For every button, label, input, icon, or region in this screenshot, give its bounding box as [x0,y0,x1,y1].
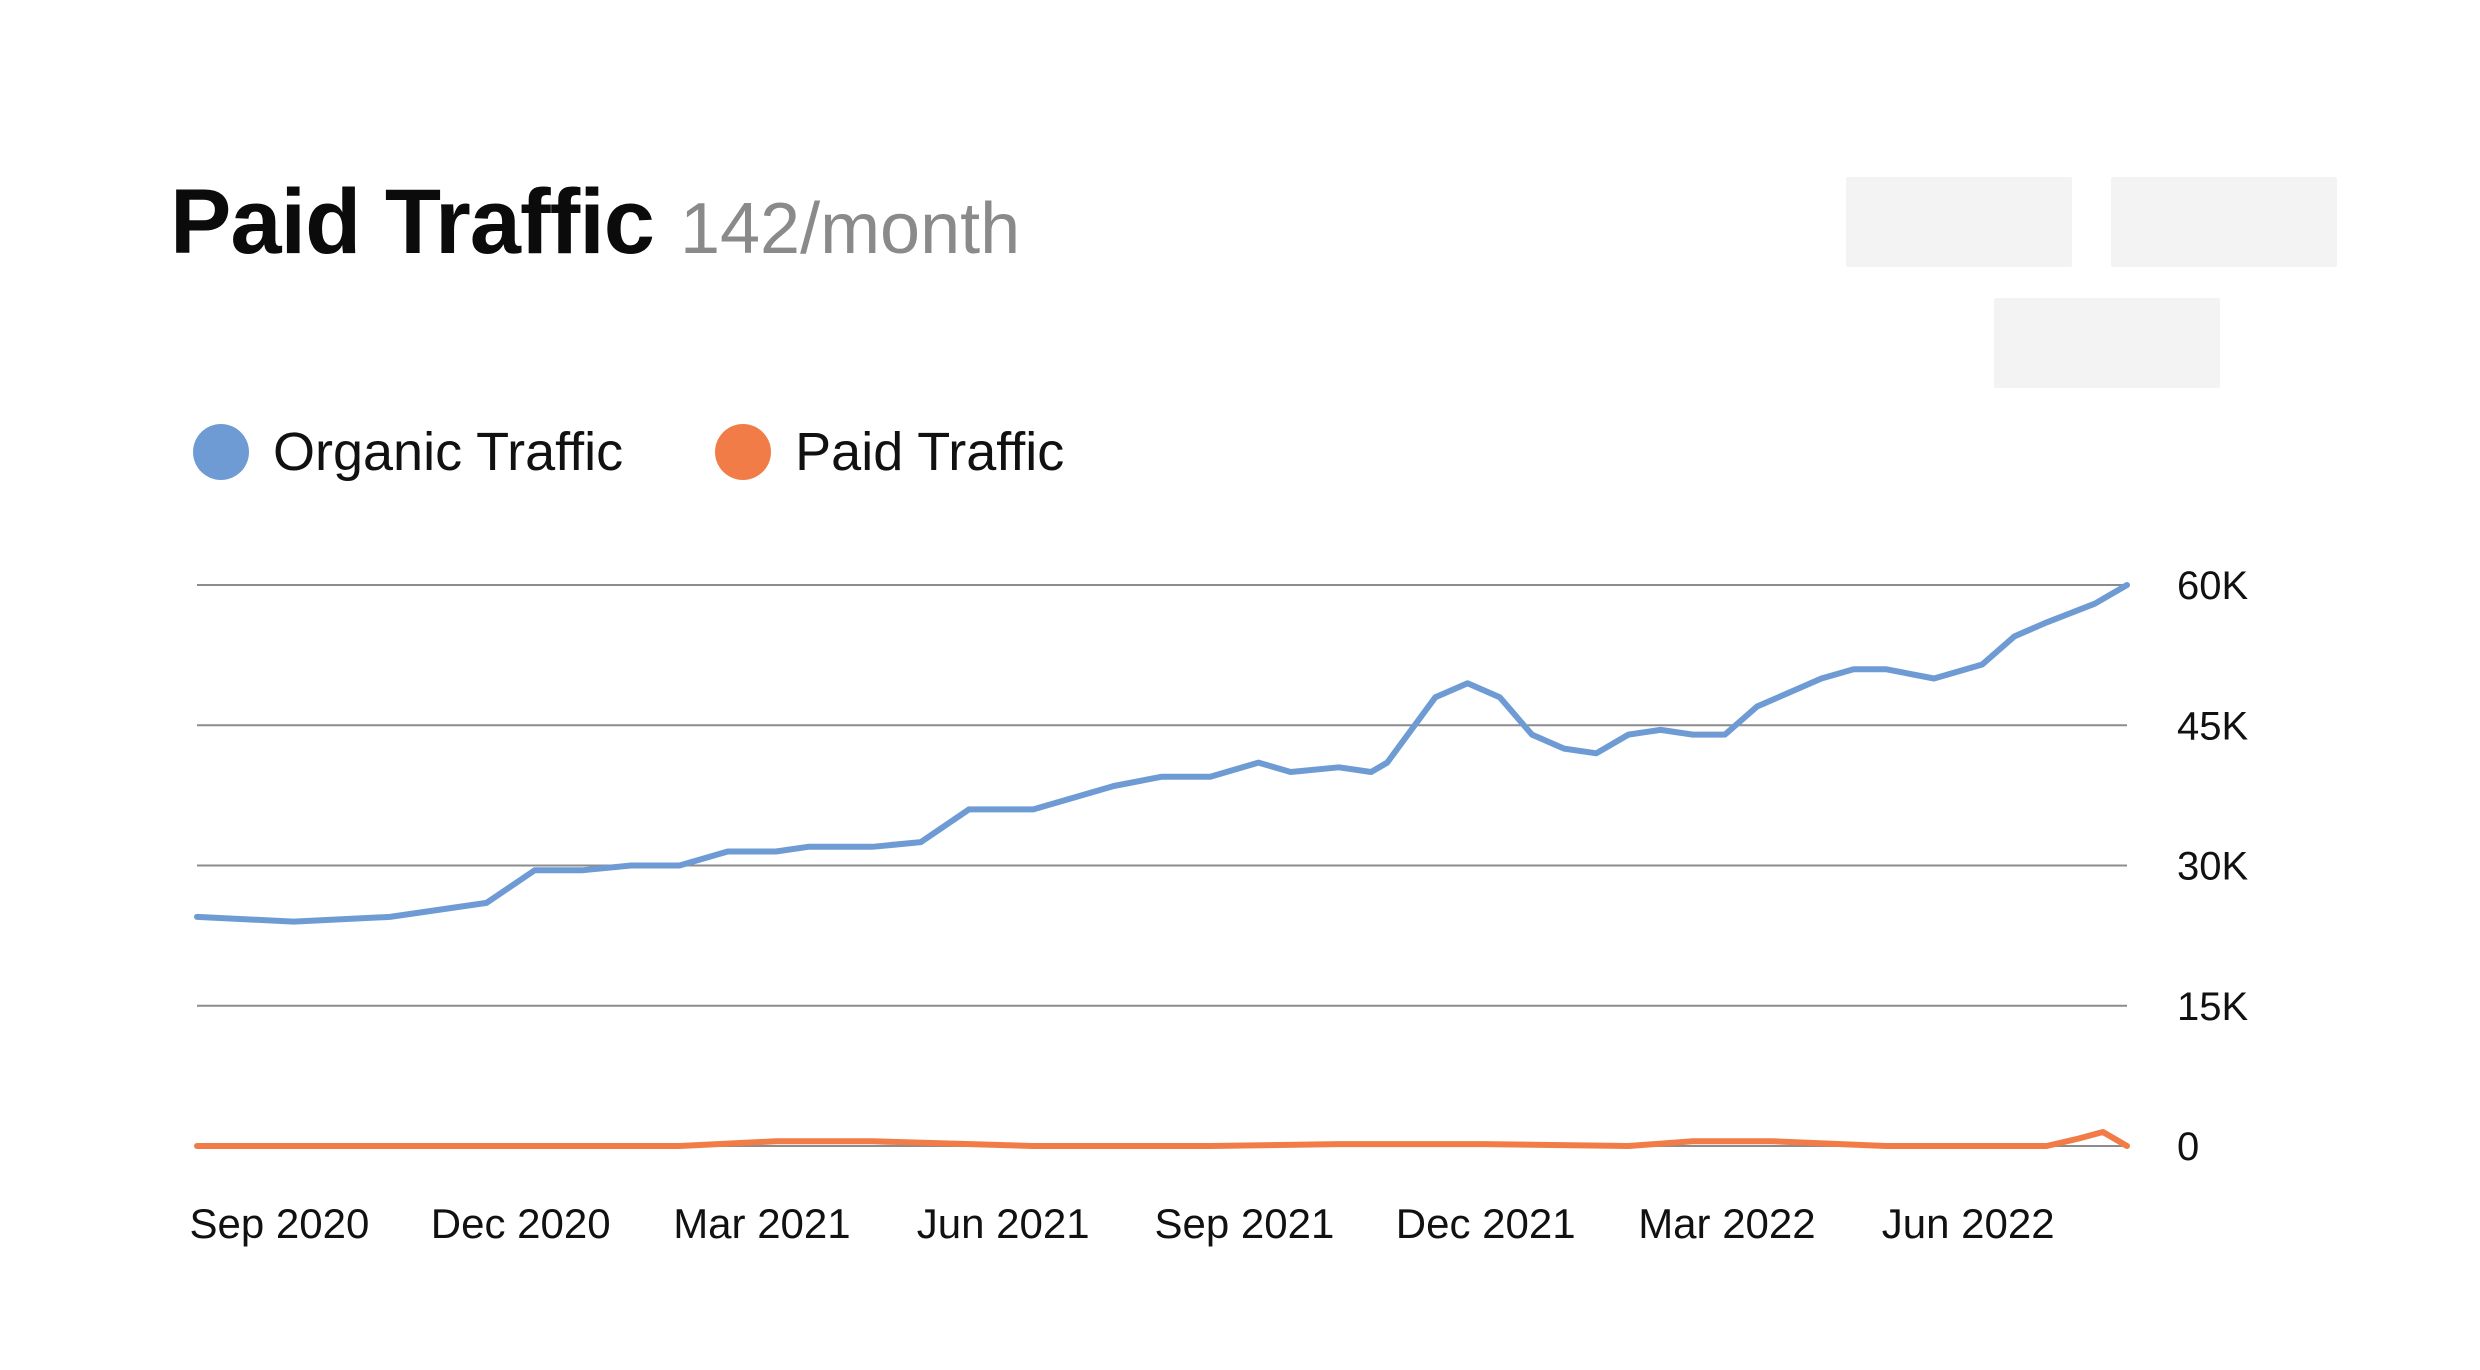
x-tick-label: Dec 2020 [431,1200,611,1247]
legend-label-organic: Organic Traffic [273,422,624,482]
data-series [194,582,2130,1149]
x-tick-label: Dec 2021 [1396,1200,1576,1247]
series-line-paid-traffic[interactable] [194,1129,2130,1149]
x-axis-tick-labels: Sep 2020 Dec 2020 Mar 2021 Jun 2021 Sep 2021… [189,1200,2054,1247]
legend-item-organic[interactable]: Organic Traffic [193,421,623,483]
y-tick-label: 60K [2177,564,2248,608]
legend-label-paid: Paid Traffic [795,422,1065,482]
chart-legend: Organic Traffic Paid Traffic [193,412,1156,492]
x-tick-label: Mar 2022 [1638,1200,1815,1247]
x-tick-label: Jun 2021 [917,1200,1090,1247]
monthly-value: 142/month [679,189,1021,269]
page-title: Paid Traffic [170,171,655,273]
y-tick-label: 45K [2177,704,2248,748]
placeholder-block-2 [2111,177,2337,267]
series-line-organic-traffic[interactable] [194,582,2130,925]
gridlines [197,584,2127,1147]
x-tick-label: Jun 2022 [1882,1200,2055,1247]
legend-item-paid[interactable]: Paid Traffic [715,421,1064,483]
y-tick-label: 30K [2177,845,2248,889]
paid-traffic-dot-icon [715,424,772,480]
x-tick-label: Sep 2021 [1154,1200,1334,1247]
chart-header: Paid Traffic 142/month [170,170,1020,280]
x-tick-label: Sep 2020 [189,1200,369,1247]
x-tick-label: Mar 2021 [673,1200,850,1247]
y-axis-tick-labels: 0 15K 30K 45K 60K [2177,564,2248,1169]
placeholder-block-1 [1846,177,2072,267]
placeholder-block-3 [1994,298,2220,388]
y-tick-label: 15K [2177,985,2248,1029]
y-tick-label: 0 [2177,1125,2199,1169]
organic-traffic-dot-icon [193,424,249,480]
